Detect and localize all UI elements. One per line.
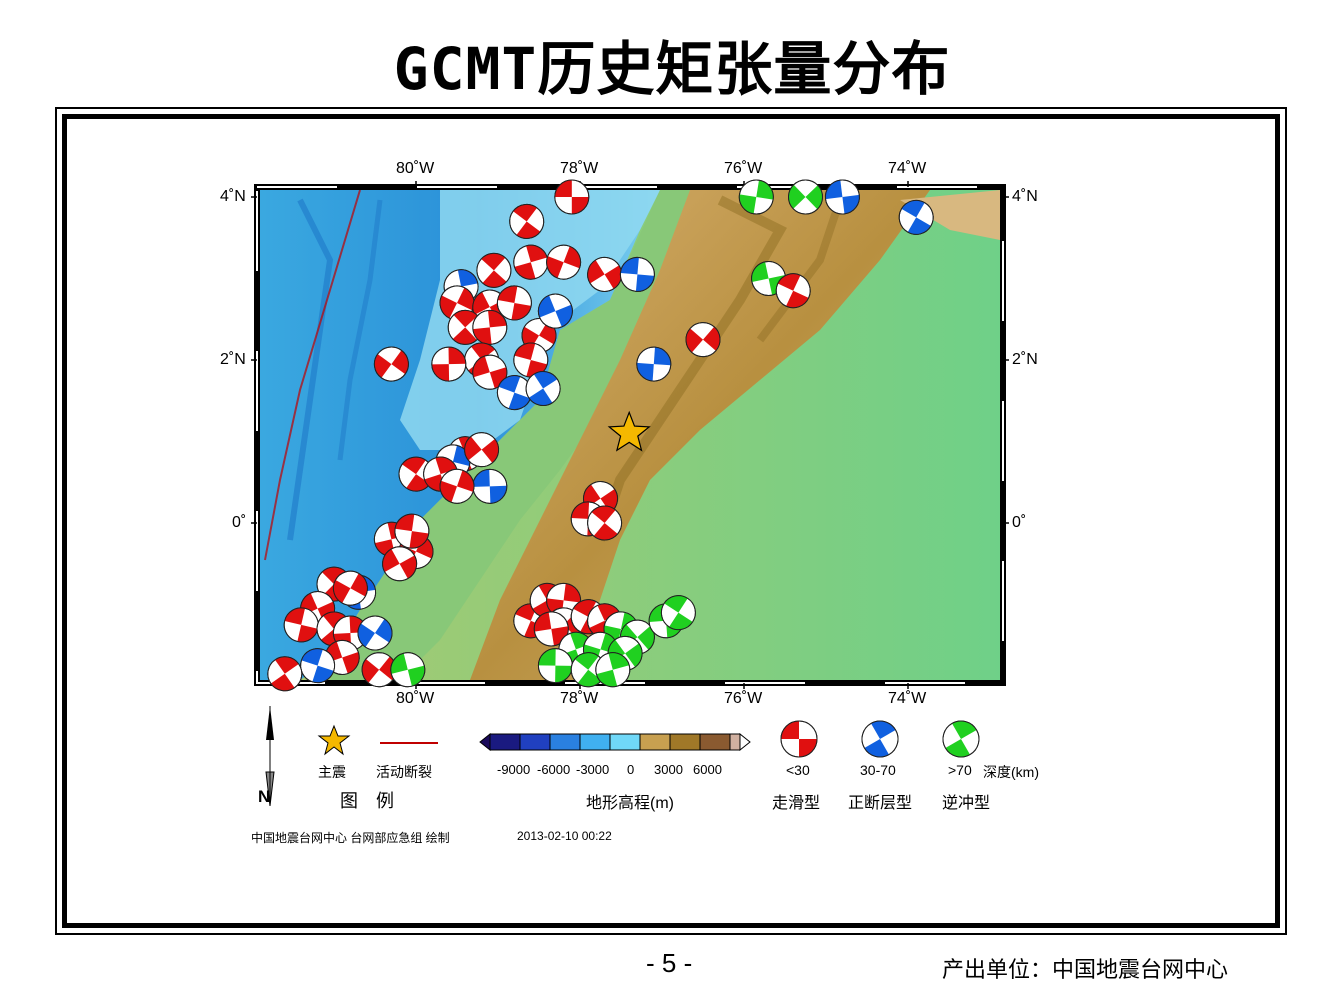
focal-mechanism-ball-thrust [390,652,426,688]
legend-title: 图 例 [340,791,394,811]
depth-label-deep: >70 [948,762,972,778]
focal-mechanism-ball-strike_slip [361,652,397,688]
focal-mechanism-ball-normal [636,346,672,382]
north-arrow-icon [265,706,275,807]
focal-mechanism-ball-strike_slip [267,656,303,692]
lon-label-top: 76˚W [724,160,763,177]
elevation-colorbar [479,732,751,752]
main-shock-legend-star-icon [317,724,351,756]
fault-label: 活动断裂 [376,764,432,780]
focal-mechanism-ball-strike_slip [775,273,811,309]
lat-label-left: 0˚ [232,514,247,531]
focal-mechanism-ball-thrust [788,179,823,215]
depth-label-mid: 30-70 [860,762,896,778]
focal-mechanism-ball-strike_slip [283,607,319,643]
lat-label-left: 4˚N [220,188,246,205]
focal-mechanism-ball-strike_slip [533,611,569,647]
outer-frame [55,107,1287,935]
focal-mechanism-ball-strike_slip [546,244,582,280]
legend-ball-normal [861,720,899,758]
legend-ball-thrust [942,720,980,758]
focal-mechanism-ball-strike_slip [685,322,721,358]
timestamp: 2013-02-10 00:22 [517,829,612,843]
focal-mechanism-ball-normal [619,256,655,292]
lat-label-left: 2˚N [220,351,246,368]
colorbar-tick: -9000 [497,762,531,777]
focal-mechanism-ball-strike_slip [382,546,418,582]
producer-text: 产出单位：中国地震台网中心 [942,957,1229,982]
focal-mechanism-ball-strike_slip [476,252,512,288]
focal-mechanism-ball-strike_slip [509,203,545,239]
focal-mechanism-ball-normal [537,293,573,329]
mech-label-thrust: 逆冲型 [942,795,991,812]
focal-mechanism-ball-normal [525,371,561,407]
colorbar-tick: 0 [627,762,635,777]
colorbar-tick: -6000 [537,762,571,777]
focal-mechanism-ball-strike_slip [439,468,475,504]
focal-mechanism-ball-strike_slip [554,179,590,215]
mech-label-strike-slip: 走滑型 [772,795,821,812]
focal-mechanism-ball-normal [496,375,532,411]
north-label: N [258,787,271,806]
focal-mechanism-ball-strike_slip [496,285,532,321]
lat-label-right: 0˚ [1012,514,1027,531]
focal-mechanism-ball-thrust [537,648,573,684]
focal-mechanism-ball-strike_slip [447,309,483,345]
lon-label-top: 74˚W [888,160,927,177]
focal-mechanism-ball-strike_slip [513,342,549,378]
focal-mechanism-ball-strike_slip [439,285,475,321]
focal-mechanism-ball-thrust [595,652,631,688]
mech-label-normal: 正断层型 [848,795,913,812]
topography [260,190,1000,680]
lat-label-right: 4˚N [1012,188,1038,205]
focal-mechanism-ball-normal [357,615,393,651]
focal-mechanism-ball-normal [898,199,934,235]
focal-mechanism-ball-strike_slip [332,570,368,606]
colorbar-tick: 6000 [693,762,722,777]
focal-mechanism-ball-thrust [660,595,696,631]
page-number: - 5 - [646,948,693,978]
focal-mechanism-ball-strike_slip [464,432,500,468]
focal-mechanism-ball-strike_slip [587,256,623,292]
lat-label-right: 2˚N [1012,351,1038,368]
legend-graphics [265,706,980,807]
lon-label-bottom: 74˚W [888,690,927,707]
focal-mechanism-layer [267,179,934,692]
lon-label-bottom: 76˚W [724,690,763,707]
depth-label-shallow: <30 [786,762,810,778]
depth-unit: 深度(km) [983,764,1039,780]
focal-mechanism-ball-strike_slip [398,456,434,492]
main-shock-label: 主震 [318,764,346,780]
focal-mechanism-ball-normal [472,468,508,504]
focal-mechanism-ball-normal [300,648,336,684]
main-shock-star-icon [607,410,651,452]
credit-text: 中国地震台网中心 台网部应急组 绘制 [251,831,450,845]
focal-mechanism-ball-strike_slip [472,309,508,345]
focal-mechanism-ball-strike_slip [587,505,623,541]
focal-mechanism-ball-strike_slip [431,346,467,382]
focal-mechanism-ball-normal [824,179,860,215]
lon-label-top: 78˚W [560,160,599,177]
page-title: GCMT历史矩张量分布 [393,35,951,103]
colorbar-tick: 3000 [654,762,683,777]
focal-mechanism-ball-strike_slip [394,513,430,549]
lon-label-top: 80˚W [396,160,435,177]
lon-label-bottom: 78˚W [560,690,599,707]
focal-mechanism-ball-strike_slip [373,346,409,382]
focal-mechanism-ball-thrust [738,179,774,215]
colorbar-title: 地形高程(m) [586,795,674,812]
inner-frame [62,114,1280,928]
legend-ball-strike-slip [780,720,818,758]
colorbar-tick: -3000 [576,762,610,777]
lon-label-bottom: 80˚W [396,690,435,707]
